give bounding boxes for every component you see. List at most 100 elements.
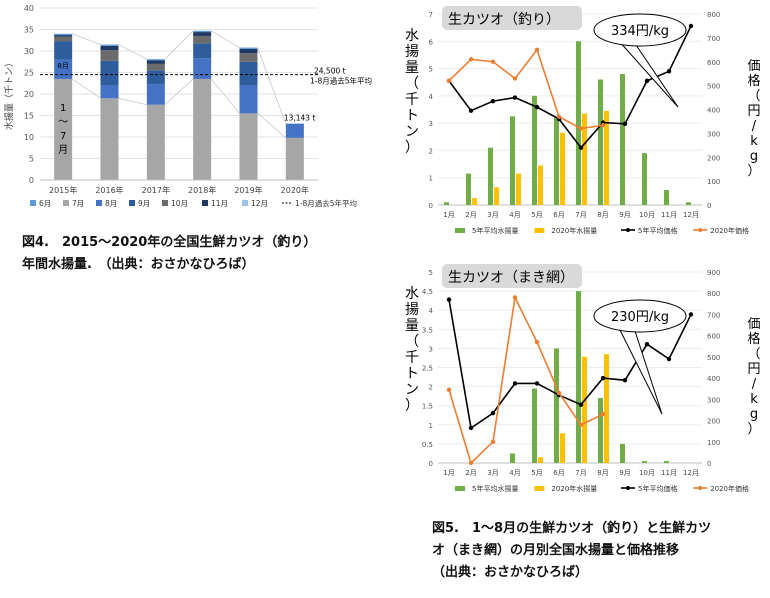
bar — [510, 453, 515, 463]
x-tick-label: 3月 — [487, 211, 498, 219]
legend-swatch — [63, 200, 69, 206]
bar-segment — [146, 60, 165, 64]
price-point — [688, 23, 694, 29]
bar-segment — [193, 30, 212, 33]
y-right-axis-label: 価 — [747, 59, 760, 74]
price-line — [448, 48, 604, 130]
price-point — [534, 339, 540, 345]
y-axis-label: 水揚量（千トン） — [3, 58, 15, 130]
connector-line — [118, 44, 148, 60]
price-point — [578, 145, 584, 150]
legend-swatch — [96, 200, 102, 206]
bar — [560, 433, 565, 463]
annotation-2020: 13,143 t — [284, 114, 316, 123]
y-left-axis-label: ） — [405, 398, 419, 414]
connector-line — [164, 78, 194, 106]
figure5-caption-line1: 図5. 1～8月の生鮮カツオ（釣り）と生鮮カツ — [432, 521, 712, 536]
x-tick-label: 2019年 — [234, 185, 262, 195]
legend-label: 11月 — [211, 199, 228, 208]
bar-segment — [100, 50, 119, 61]
y-left-tick-label: 3.5 — [422, 326, 433, 334]
y-right-tick-label: 500 — [707, 83, 720, 91]
y-left-tick-label: 2 — [429, 147, 433, 155]
price-point — [446, 297, 452, 302]
price-point — [468, 460, 474, 466]
y-right-axis-label: / — [752, 377, 757, 392]
y-right-axis-label: / — [752, 119, 757, 134]
legend-swatch-dot — [626, 486, 630, 490]
legend-label: 10月 — [171, 199, 188, 208]
y-right-tick-label: 700 — [707, 311, 720, 319]
bar-segment — [54, 59, 73, 79]
bar — [538, 165, 543, 205]
bar — [560, 132, 565, 205]
bar — [466, 173, 471, 205]
y-left-axis-label: ト — [405, 366, 419, 382]
price-point — [490, 410, 496, 416]
x-tick-label: 1月 — [443, 469, 454, 477]
bar-segment — [100, 45, 119, 51]
y-tick-label: 40 — [24, 4, 34, 13]
y-left-tick-label: 2.5 — [422, 365, 433, 373]
bar-segment — [193, 58, 212, 79]
x-tick-label: 9月 — [619, 211, 630, 219]
x-tick-label: 5月 — [531, 469, 542, 477]
y-left-axis-label: 千 — [405, 350, 419, 366]
bar — [510, 116, 515, 205]
x-tick-label: 12月 — [683, 469, 699, 477]
legend-label: 2020年価格 — [710, 226, 749, 235]
legend-label: 6月 — [39, 199, 51, 208]
chart-title-box — [442, 264, 582, 288]
price-point — [600, 411, 606, 417]
y-right-tick-label: 0 — [707, 202, 711, 210]
legend-label: 5年平均水揚量 — [472, 484, 518, 493]
y-right-tick-label: 100 — [707, 439, 720, 447]
y-right-tick-label: 200 — [707, 154, 720, 162]
bar-segment — [146, 84, 165, 105]
y-right-axis-label: ） — [747, 164, 760, 179]
callout-bubble — [593, 299, 687, 333]
bar — [664, 461, 669, 463]
y-left-tick-label: 3 — [429, 345, 433, 353]
price-point — [600, 123, 606, 128]
bar-label-month8: 8月 — [57, 62, 68, 70]
legend-swatch — [534, 228, 545, 233]
bar-segment — [146, 70, 165, 85]
y-right-axis-label: （ — [747, 89, 760, 104]
bar — [604, 354, 609, 463]
legend-swatch — [534, 486, 545, 491]
bar-segment — [146, 63, 165, 71]
x-tick-label: 4月 — [509, 469, 520, 477]
price-point — [512, 381, 518, 386]
y-right-tick-label: 700 — [707, 35, 720, 43]
y-left-axis-label: 水 — [405, 286, 419, 302]
x-tick-label: 2016年 — [95, 185, 123, 195]
price-point — [644, 341, 650, 347]
bar-segment — [239, 85, 258, 114]
y-left-tick-label: 4 — [429, 93, 434, 101]
y-left-tick-label: 4.5 — [422, 288, 433, 296]
connector-line — [210, 78, 240, 114]
y-right-tick-label: 800 — [707, 290, 720, 298]
bar-segment — [100, 60, 119, 86]
bar — [444, 202, 449, 205]
bar-segment — [285, 123, 304, 138]
price-point — [622, 378, 628, 383]
price-point — [600, 375, 606, 381]
connector-line — [118, 97, 147, 106]
legend-label: 8月 — [105, 199, 117, 208]
y-left-axis-label: ト — [405, 108, 419, 124]
bar-segment — [193, 43, 212, 59]
y-right-axis-label: 価 — [747, 317, 760, 332]
callout-text: 334円/kg — [611, 24, 669, 39]
x-tick-label: 11月 — [661, 211, 677, 219]
bar — [472, 198, 477, 205]
x-tick-label: 8月 — [597, 211, 608, 219]
y-tick-label: 20 — [24, 90, 34, 99]
bar — [576, 41, 581, 206]
bar — [538, 457, 543, 463]
legend-swatch — [242, 200, 248, 206]
y-left-axis-label: ） — [405, 140, 419, 156]
legend-label: 7月 — [72, 199, 84, 208]
bar-segment — [54, 33, 73, 36]
